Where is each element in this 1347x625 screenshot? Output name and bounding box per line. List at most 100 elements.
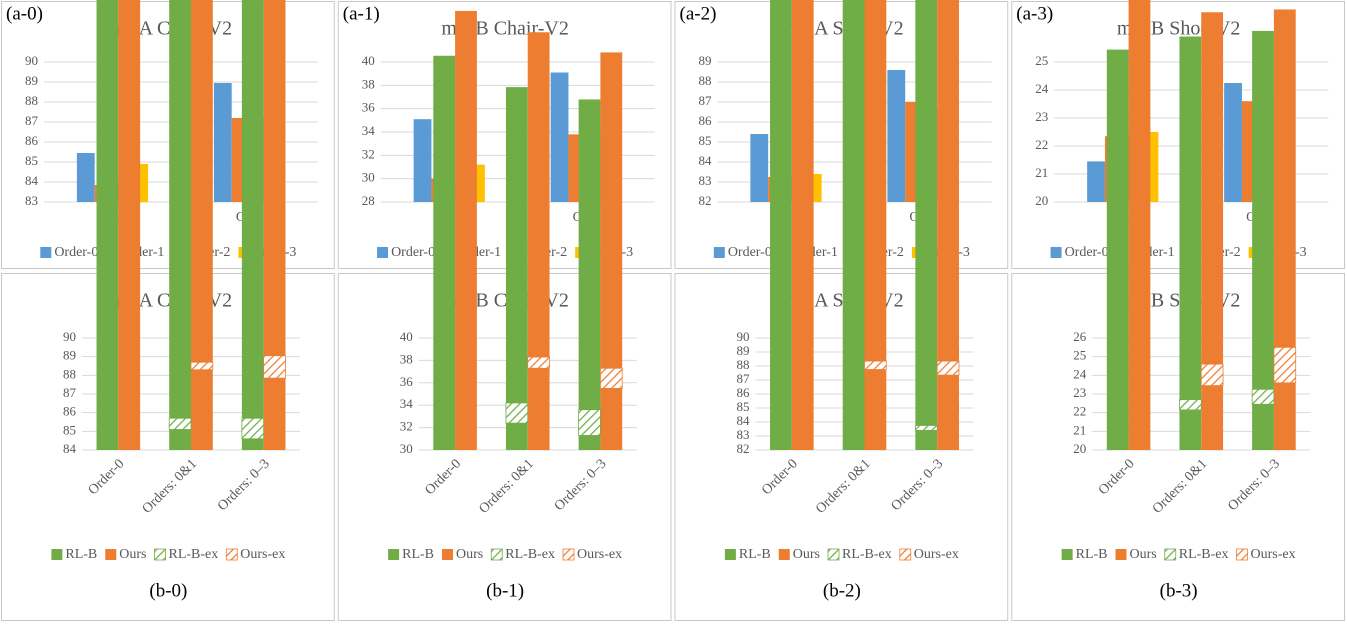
- y-tick-label: 82: [737, 441, 750, 456]
- bar-segment: [915, 0, 938, 450]
- bar-segment: [937, 0, 959, 450]
- legend-label: Order-0: [391, 245, 435, 260]
- y-tick-label: 85: [63, 422, 76, 437]
- legend-label: Order-0: [728, 245, 772, 260]
- legend-label: Ours: [1130, 547, 1157, 562]
- y-tick-label: 30: [400, 441, 413, 456]
- y-tick-label: 90: [63, 329, 76, 344]
- legend-swatch: [1061, 549, 1073, 560]
- legend-swatch: [1050, 247, 1062, 258]
- y-tick-label: 25: [1073, 348, 1086, 363]
- bar-segment-ex: [936, 360, 960, 376]
- legend-label: Ours: [456, 547, 483, 562]
- y-tick-label: 26: [1073, 329, 1087, 344]
- bar-segment: [263, 0, 286, 450]
- bar: [213, 83, 232, 202]
- y-tick-label: 84: [699, 153, 713, 168]
- y-tick-label: 87: [25, 113, 39, 128]
- bar-segment: [169, 0, 191, 450]
- y-tick-label: 28: [362, 193, 375, 208]
- bar-segment-ex: [914, 425, 938, 431]
- bar-segment: [241, 0, 264, 450]
- y-tick-label: 86: [699, 113, 713, 128]
- y-tick-label: 22: [1035, 137, 1048, 152]
- bar-segment: [527, 32, 550, 451]
- legend-swatch: [713, 247, 725, 258]
- bar-segment-ex: [578, 409, 601, 436]
- legend-swatch: [827, 548, 840, 561]
- bar-segment-ex: [527, 356, 550, 369]
- y-tick-label: 86: [63, 404, 77, 419]
- y-tick-label: 21: [1035, 165, 1048, 180]
- bar-segment-ex: [1273, 346, 1297, 384]
- panel-label: (a-2): [680, 3, 717, 24]
- bar-segment: [1128, 0, 1151, 450]
- legend-swatch: [388, 549, 400, 560]
- y-tick-label: 90: [25, 53, 38, 68]
- y-tick-label: 90: [737, 329, 750, 344]
- y-tick-label: 89: [699, 53, 712, 68]
- y-tick-label: 36: [400, 374, 414, 389]
- y-tick-label: 84: [63, 441, 77, 456]
- bar-segment-ex: [1200, 363, 1224, 386]
- bar-segment-ex: [1251, 388, 1275, 405]
- y-tick-label: 86: [25, 133, 39, 148]
- bar-segment: [842, 0, 865, 450]
- panel-label: (a-1): [343, 3, 380, 24]
- bar-segment-ex: [600, 367, 623, 389]
- bar: [413, 119, 432, 202]
- bar-segment: [1273, 9, 1296, 450]
- panel-label: (b-1): [486, 580, 524, 601]
- bar: [750, 134, 769, 202]
- bar-segment-ex: [864, 360, 887, 370]
- bar: [1087, 161, 1105, 202]
- y-tick-label: 40: [400, 329, 413, 344]
- y-tick-label: 40: [362, 53, 375, 68]
- y-tick-label: 85: [699, 133, 712, 148]
- legend-swatch: [778, 549, 790, 560]
- y-tick-label: 84: [25, 173, 39, 188]
- bar: [887, 70, 906, 202]
- y-tick-label: 88: [63, 366, 76, 381]
- y-tick-label: 85: [737, 399, 750, 414]
- y-tick-label: 87: [699, 93, 713, 108]
- bar: [550, 72, 569, 202]
- legend-label: RL-B-ex: [505, 547, 555, 562]
- y-tick-label: 88: [25, 93, 38, 108]
- y-tick-label: 85: [25, 153, 38, 168]
- y-tick-label: 34: [400, 396, 414, 411]
- legend-swatch: [40, 247, 52, 258]
- y-tick-label: 83: [737, 427, 750, 442]
- panel-label: (b-2): [823, 580, 861, 601]
- bar-segment: [118, 0, 141, 450]
- y-tick-label: 24: [1035, 81, 1049, 96]
- legend-swatch: [490, 548, 503, 561]
- bar-segment-ex: [168, 417, 192, 430]
- legend-swatch: [1236, 548, 1248, 561]
- y-tick-label: 88: [699, 73, 712, 88]
- y-tick-label: 36: [362, 100, 376, 115]
- bar-segment-ex: [505, 402, 529, 424]
- bar-segment-ex: [263, 355, 286, 379]
- bar-segment-ex: [241, 417, 265, 440]
- y-tick-label: 25: [1035, 53, 1048, 68]
- bar-segment: [770, 0, 792, 450]
- bar-segment-ex: [1179, 399, 1202, 411]
- y-tick-label: 82: [699, 193, 712, 208]
- legend-label: Ours-ex: [577, 547, 622, 562]
- y-tick-label: 83: [699, 173, 712, 188]
- chart-panel: m@A Shoe-V2(b-2)828384858687888990Order-…: [674, 0, 1009, 621]
- y-tick-label: 32: [362, 146, 375, 161]
- y-tick-label: 20: [1035, 193, 1048, 208]
- legend-label: RL-B-ex: [1179, 547, 1229, 562]
- legend-swatch: [377, 247, 389, 258]
- bar-segment: [1252, 30, 1274, 450]
- bar-segment: [191, 0, 213, 450]
- legend-swatch: [442, 549, 454, 560]
- y-tick-label: 20: [1073, 441, 1086, 456]
- legend-label: RL-B: [402, 547, 434, 562]
- bar-segment: [600, 52, 623, 450]
- bar-segment-ex: [190, 361, 214, 371]
